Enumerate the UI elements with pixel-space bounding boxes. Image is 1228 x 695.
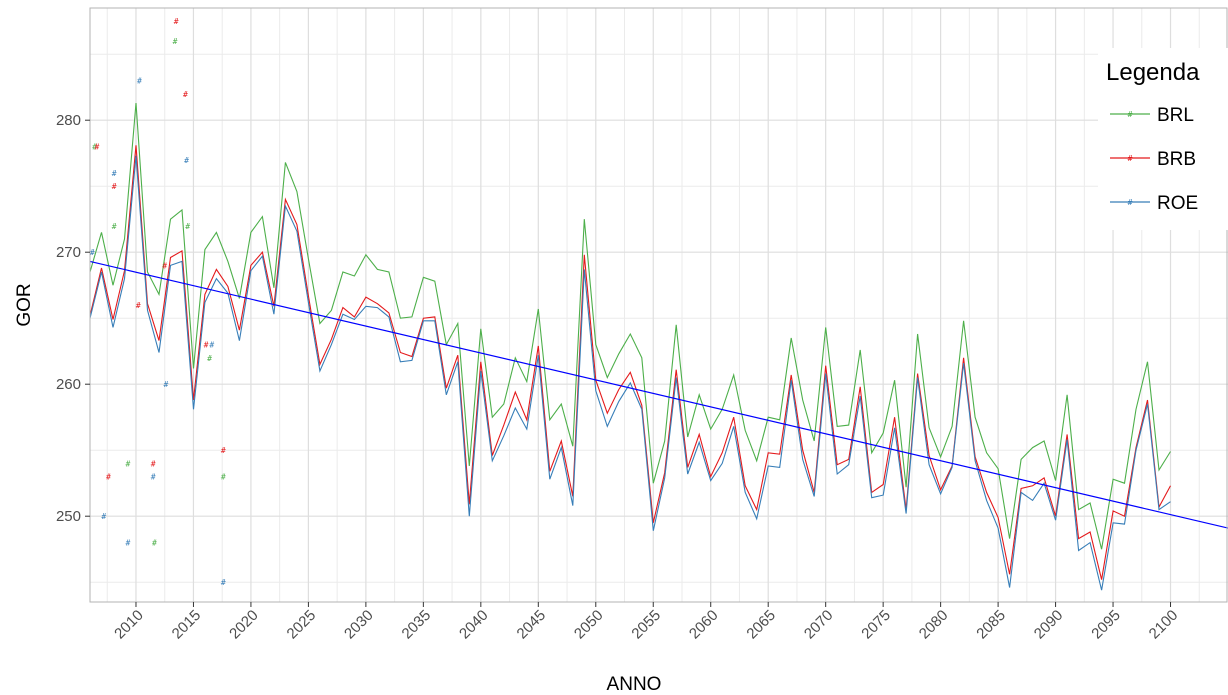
x-tick-label: 2060 <box>686 607 722 643</box>
observation-mark-roe: # <box>112 169 117 178</box>
x-tick-label: 2090 <box>1031 607 1067 643</box>
observation-mark-brb: # <box>106 473 111 482</box>
x-tick-label: 2095 <box>1088 607 1124 643</box>
y-axis-ticks: 250 260 270 280 <box>56 112 90 525</box>
observation-mark-brl: # <box>112 222 117 231</box>
y-tick-label: 260 <box>56 376 81 393</box>
legend: Legenda # BRL # BRB # ROE <box>1098 48 1228 230</box>
legend-background <box>1098 48 1228 230</box>
observation-marks: ############################ <box>90 17 226 587</box>
observation-mark-roe: # <box>221 578 226 587</box>
x-tick-label: 2080 <box>916 607 952 643</box>
observation-mark-brb: # <box>174 17 179 26</box>
observation-mark-brb: # <box>136 301 141 310</box>
series-line-roe <box>89 155 1171 591</box>
observation-mark-roe: # <box>151 473 156 482</box>
observation-mark-roe: # <box>184 156 189 165</box>
x-tick-label: 2050 <box>571 607 607 643</box>
x-tick-label: 2010 <box>111 607 147 643</box>
x-tick-label: 2020 <box>226 607 262 643</box>
observation-mark-brb: # <box>151 459 156 468</box>
x-axis-ticks: 2010 2015 2020 2025 2030 2035 2040 2045 2050 2055… <box>111 602 1181 642</box>
x-tick-label: 2065 <box>743 607 779 643</box>
major-gridlines <box>90 8 1228 602</box>
observation-mark-roe: # <box>137 77 142 86</box>
observation-mark-brl: # <box>221 473 226 482</box>
plot-panel-border <box>89 7 1228 603</box>
observation-mark-brb: # <box>204 341 209 350</box>
series-layer <box>89 102 1228 591</box>
observation-mark-roe: # <box>101 512 106 521</box>
observation-mark-brb: # <box>94 143 99 152</box>
legend-title: Legenda <box>1106 59 1200 86</box>
legend-key-mark-roe: # <box>1128 198 1133 207</box>
y-axis-title: GOR <box>14 283 35 326</box>
observation-mark-roe: # <box>209 341 214 350</box>
y-tick-label: 250 <box>56 508 81 525</box>
observation-mark-roe: # <box>90 248 95 257</box>
x-tick-label: 2045 <box>514 607 550 643</box>
observation-mark-brl: # <box>92 143 97 152</box>
x-tick-label: 2055 <box>628 607 664 643</box>
observation-mark-roe: # <box>163 380 168 389</box>
observation-mark-brl: # <box>173 37 178 46</box>
x-tick-label: 2100 <box>1146 607 1182 643</box>
y-tick-label: 270 <box>56 244 81 261</box>
x-tick-label: 2070 <box>801 607 837 643</box>
legend-label-brl: BRL <box>1157 105 1194 126</box>
observation-mark-brl: # <box>207 354 212 363</box>
observation-mark-brl: # <box>126 459 131 468</box>
series-line-brb <box>89 145 1171 580</box>
x-tick-label: 2040 <box>456 607 492 643</box>
observation-mark-brl: # <box>185 222 190 231</box>
y-tick-label: 280 <box>56 112 81 129</box>
observation-mark-brb: # <box>221 446 226 455</box>
x-tick-label: 2015 <box>169 607 205 643</box>
legend-label-brb: BRB <box>1157 149 1196 170</box>
x-tick-label: 2035 <box>399 607 435 643</box>
legend-items: # BRL # BRB # ROE <box>1110 105 1198 214</box>
x-tick-label: 2025 <box>284 607 320 643</box>
observation-mark-brb: # <box>183 90 188 99</box>
observation-mark-brb: # <box>162 261 167 270</box>
series-line-brl <box>89 102 1171 550</box>
observation-mark-roe: # <box>126 539 131 548</box>
x-tick-label: 2030 <box>341 607 377 643</box>
observation-mark-brl: # <box>152 539 157 548</box>
trend-line <box>89 260 1228 529</box>
observation-mark-brb: # <box>112 182 117 191</box>
minor-gridlines <box>90 8 1228 602</box>
legend-key-mark-brl: # <box>1128 110 1133 119</box>
legend-label-roe: ROE <box>1157 193 1198 214</box>
x-tick-label: 2085 <box>973 607 1009 643</box>
x-tick-label: 2075 <box>858 607 894 643</box>
legend-key-mark-brb: # <box>1128 154 1133 163</box>
x-axis-title: ANNO <box>607 674 662 695</box>
